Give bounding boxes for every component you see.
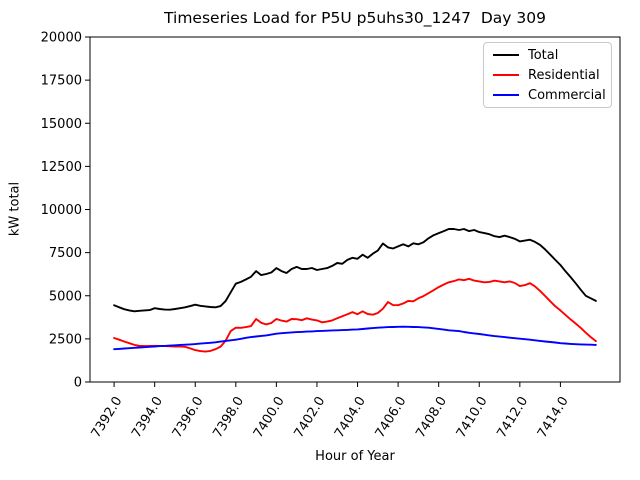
x-tick-label: 7406.0 [373,394,410,441]
legend-label: Commercial [528,87,606,103]
x-tick-label: 7410.0 [454,394,491,441]
x-tick-label: 7396.0 [170,394,207,441]
y-tick-label: 2500 [49,332,82,347]
legend-line-sample [493,94,519,96]
legend-entry-total: Total [493,49,611,62]
legend-entry-commercial: Commercial [493,89,611,102]
x-tick-label: 7394.0 [129,394,166,441]
y-axis-label: kW total [7,181,23,237]
y-tick-label: 17500 [41,74,82,89]
x-tick-label: 7402.0 [292,394,329,441]
x-tick-label: 7408.0 [413,394,450,441]
x-tick-label: 7414.0 [535,394,572,441]
x-tick-label: 7392.0 [89,394,126,441]
legend-line-sample [493,54,519,56]
series-line-commercial [113,325,597,351]
x-axis-label: Hour of Year [315,449,395,464]
y-tick-label: 5000 [49,289,82,304]
legend-label: Residential [528,67,600,83]
y-tick-label: 10000 [41,203,82,218]
series-line-total [113,228,597,313]
legend: Total Residential Commercial [483,42,612,108]
y-tick-label: 0 [74,376,82,391]
x-tick-label: 7404.0 [332,394,369,441]
x-tick-label: 7400.0 [251,394,288,441]
legend-line-sample [493,74,519,76]
y-tick-label: 20000 [41,31,82,46]
chart-title: Timeseries Load for P5U p5uhs30_1247 Day… [164,9,546,27]
y-tick-label: 12500 [41,160,82,175]
x-tick-label: 7412.0 [494,394,531,441]
legend-label: Total [528,47,559,63]
legend-entry-residential: Residential [493,69,611,82]
y-tick-label: 15000 [41,117,82,132]
series-line-residential [113,277,597,353]
x-tick-label: 7398.0 [210,394,247,441]
y-tick-label: 7500 [49,246,82,261]
